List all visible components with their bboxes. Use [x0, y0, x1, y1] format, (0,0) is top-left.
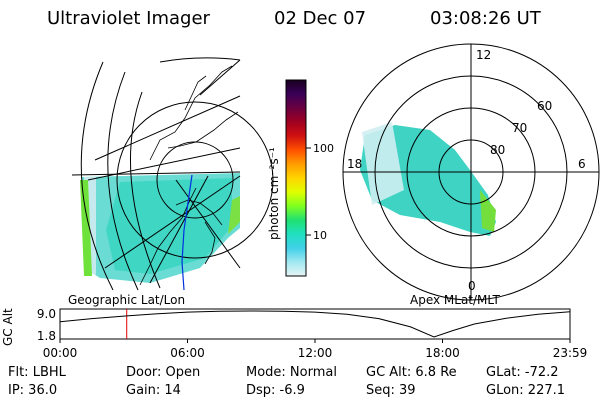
gc-alt-curve — [59, 310, 571, 338]
satellite-track — [181, 174, 193, 291]
mlt-label-6: 6 — [578, 157, 586, 171]
right-panel-label: Apex MLat/MLT — [410, 293, 500, 307]
xtick-label: 23:59 — [553, 346, 588, 360]
xtick-label: 00:00 — [43, 346, 78, 360]
mlat-label-70: 70 — [512, 121, 527, 135]
xtick-label: 18:00 — [425, 346, 460, 360]
timeline-ylabel: GC Alt — [1, 308, 15, 346]
aurora-edge-green-left — [80, 180, 92, 276]
left-panel-label: Geographic Lat/Lon — [68, 293, 185, 307]
colorbar-tick-100: 100 — [313, 142, 334, 155]
mlat-label-60: 60 — [537, 99, 552, 113]
gain-info: Gain: 14 — [126, 383, 181, 398]
mode-info: Mode: Normal — [246, 365, 337, 380]
timeline-frame — [59, 308, 571, 340]
mlt-label-0: 0 — [468, 279, 476, 293]
date-label: 02 Dec 07 — [274, 8, 367, 29]
mlt-label-12: 12 — [476, 48, 491, 62]
mlt-label-18: 18 — [347, 157, 362, 171]
ytick-max: 9.0 — [37, 307, 56, 321]
polar-plot: 12 18 6 0 60 70 80 — [342, 43, 600, 301]
ip-info: IP: 36.0 — [8, 383, 58, 398]
aurora-edge-green-right — [228, 196, 240, 234]
glon-info: GLon: 227.1 — [486, 383, 566, 398]
seq-info: Seq: 39 — [366, 383, 416, 398]
colorbar: 100 10 photon cm⁻²s⁻¹ — [267, 79, 334, 277]
time-label: 03:08:26 UT — [430, 8, 541, 29]
gc-alt-timeline: GC Alt 9.0 1.8 00:00 06:00 12:00 18:00 23:59 — [1, 307, 587, 360]
colorbar-unit-label: photon cm⁻²s⁻¹ — [267, 147, 281, 240]
dsp-info: Dsp: -6.9 — [246, 383, 305, 398]
gc-alt-info: GC Alt: 6.8 Re — [366, 365, 457, 380]
instrument-title: Ultraviolet Imager — [47, 8, 210, 29]
ytick-min: 1.8 — [37, 329, 56, 343]
glat-info: GLat: -72.2 — [486, 365, 559, 380]
filter-info: Flt: LBHL — [8, 365, 66, 380]
geographic-map — [71, 57, 274, 291]
mlat-label-80: 80 — [490, 143, 505, 157]
colorbar-tick-10: 10 — [313, 229, 327, 242]
xtick-label: 06:00 — [170, 346, 205, 360]
door-info: Door: Open — [126, 365, 201, 380]
xtick-label: 12:00 — [298, 346, 333, 360]
